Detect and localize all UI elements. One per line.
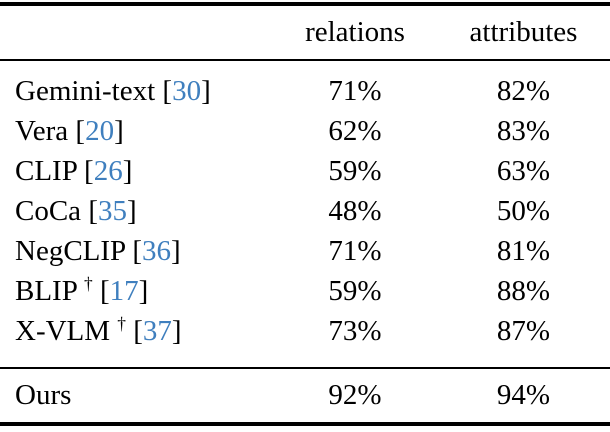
attributes-value: 87% [496, 314, 551, 347]
bracket-close: ] [171, 234, 181, 267]
citation-link[interactable]: [26] [84, 155, 132, 187]
bracket-open: [ [133, 314, 143, 347]
bracket-close: ] [126, 194, 137, 227]
bracket-open: [ [75, 114, 86, 147]
attributes-value: 50% [496, 194, 551, 227]
attributes-value: 88% [496, 274, 551, 307]
citation-number[interactable]: 30 [172, 74, 202, 107]
row-negclip: NegCLIP [36] 71% 81% [0, 231, 610, 271]
bracket-close: ] [114, 114, 124, 147]
citation-link[interactable]: [37] [133, 315, 181, 347]
bracket-open: [ [132, 234, 143, 267]
method-label: Vera [20] [0, 115, 285, 148]
citation-number[interactable]: 26 [93, 154, 123, 187]
citation-number[interactable]: 37 [142, 314, 172, 347]
citation-number[interactable]: 17 [109, 274, 139, 307]
row-blip: BLIP † [17] 59% 88% [0, 271, 610, 311]
bracket-open: [ [162, 74, 173, 107]
method-name: Vera [15, 114, 69, 147]
row-clip: CLIP [26] 59% 63% [0, 151, 610, 191]
row-coca: CoCa [35] 48% 50% [0, 191, 610, 231]
citation-link[interactable]: [35] [88, 195, 136, 227]
attributes-value: 82% [496, 74, 551, 107]
method-label: CLIP [26] [0, 155, 285, 188]
method-name: CoCa [15, 194, 82, 227]
method-name: NegCLIP [15, 234, 126, 267]
method-name: BLIP [15, 274, 77, 307]
citation-number[interactable]: 20 [85, 114, 115, 147]
dagger-mark: † [117, 312, 126, 333]
relations-value: 73% [328, 314, 382, 347]
method-label: Ours [15, 379, 72, 411]
column-header-attributes: attributes [469, 16, 578, 48]
method-label: CoCa [35] [0, 195, 285, 228]
method-label: BLIP † [17] [0, 272, 285, 308]
citation-number[interactable]: 35 [97, 194, 127, 227]
row-xvlm: X-VLM † [37] 73% 87% [0, 311, 610, 351]
bracket-open: [ [99, 274, 110, 307]
method-label: NegCLIP [36] [0, 235, 285, 268]
table-body: Gemini-text [30] 71% 82% Vera [20] 62% 8… [0, 61, 610, 367]
bracket-close: ] [138, 274, 149, 307]
top-rule [0, 2, 610, 6]
column-header-relations: relations [305, 16, 405, 48]
row-vera: Vera [20] 62% 83% [0, 111, 610, 151]
bracket-close: ] [171, 314, 182, 347]
relations-value: 71% [328, 234, 382, 267]
row-ours: Ours 92% 94% [0, 369, 610, 422]
relations-value: 62% [328, 114, 382, 147]
row-gemini-text: Gemini-text [30] 71% 82% [0, 71, 610, 111]
method-label: Gemini-text [30] [0, 75, 285, 108]
relations-value: 59% [328, 154, 382, 187]
citation-link[interactable]: [30] [162, 75, 210, 107]
method-label: X-VLM † [37] [0, 312, 285, 348]
bracket-open: [ [84, 154, 94, 187]
attributes-value: 81% [496, 234, 551, 267]
attributes-value: 94% [496, 379, 551, 411]
dagger-mark: † [84, 272, 93, 293]
relations-value: 48% [328, 194, 382, 227]
citation-link[interactable]: [17] [100, 275, 148, 307]
relations-value: 71% [328, 74, 382, 107]
bracket-open: [ [88, 194, 98, 227]
method-name: X-VLM [15, 314, 111, 347]
relations-value: 59% [328, 274, 382, 307]
citation-number[interactable]: 36 [142, 234, 172, 267]
attributes-value: 63% [496, 154, 551, 187]
method-name: CLIP [15, 154, 77, 187]
attributes-value: 83% [496, 114, 551, 147]
header-row: relations attributes [0, 6, 610, 59]
header-rule [0, 59, 610, 61]
method-name: Gemini-text [15, 74, 156, 107]
bottom-rule [0, 422, 610, 426]
relations-value: 92% [328, 379, 382, 411]
citation-link[interactable]: [20] [75, 115, 123, 147]
citation-link[interactable]: [36] [132, 235, 180, 267]
bracket-close: ] [122, 154, 133, 187]
bracket-close: ] [201, 74, 211, 107]
footer-rule [0, 367, 610, 369]
